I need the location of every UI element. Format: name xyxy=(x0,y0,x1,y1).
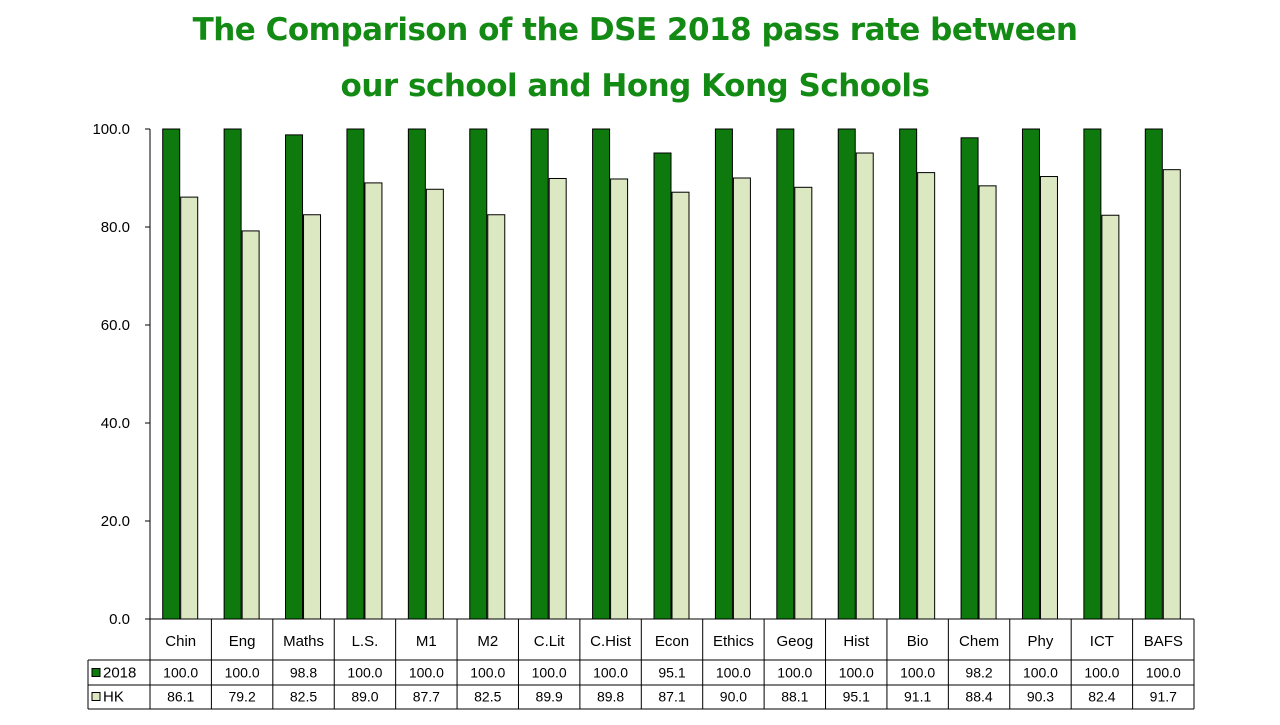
legend-label-hk: HK xyxy=(103,689,124,706)
bar-school xyxy=(837,128,856,620)
x-category-label: Chin xyxy=(165,633,196,650)
bar-school xyxy=(714,128,733,620)
data-table-value: 90.3 xyxy=(1027,689,1054,705)
data-table-value: 100.0 xyxy=(409,665,444,681)
bar-school xyxy=(285,134,304,620)
data-table-value: 89.8 xyxy=(597,689,624,705)
chart-title-line1: The Comparison of the DSE 2018 pass rate… xyxy=(192,12,1078,48)
bar-school xyxy=(592,128,611,620)
bar-school xyxy=(469,128,488,620)
x-category-label: M1 xyxy=(416,633,437,650)
bar-hk xyxy=(610,178,629,620)
bar-hk xyxy=(487,214,506,620)
bar-hk xyxy=(855,152,874,620)
data-table-value: 90.0 xyxy=(720,689,747,705)
bar-hk xyxy=(1162,169,1181,620)
y-tick-label: 100.0 xyxy=(92,121,130,138)
x-category-label: M2 xyxy=(477,633,498,650)
data-table-value: 100.0 xyxy=(347,665,382,681)
bar-school xyxy=(223,128,242,620)
bar-school xyxy=(960,137,979,620)
bar-hk xyxy=(303,214,322,620)
data-table-value: 100.0 xyxy=(839,665,874,681)
y-tick-label: 40.0 xyxy=(101,415,130,432)
y-tick-label: 80.0 xyxy=(101,219,130,236)
data-table-value: 82.5 xyxy=(290,689,317,705)
data-table-value: 86.1 xyxy=(167,689,194,705)
data-table-value: 100.0 xyxy=(163,665,198,681)
data-table-value: 87.1 xyxy=(658,689,685,705)
data-table-value: 100.0 xyxy=(225,665,260,681)
data-table-value: 100.0 xyxy=(1146,665,1181,681)
data-table-value: 82.5 xyxy=(474,689,501,705)
data-table-value: 89.9 xyxy=(536,689,563,705)
bar-hk xyxy=(671,191,690,620)
bar-school xyxy=(1021,128,1040,620)
y-tick-label: 0.0 xyxy=(109,611,130,628)
y-tick-label: 60.0 xyxy=(101,317,130,334)
data-table-value: 98.2 xyxy=(965,665,992,681)
bar-hk xyxy=(364,182,383,620)
x-category-label: Maths xyxy=(283,633,324,650)
x-category-label: Bio xyxy=(907,633,929,650)
x-category-label: ICT xyxy=(1090,633,1114,650)
data-table-value: 100.0 xyxy=(470,665,505,681)
data-table-value: 91.1 xyxy=(904,689,931,705)
data-table-value: 98.8 xyxy=(290,665,317,681)
data-table-value: 88.4 xyxy=(965,689,992,705)
bar-school xyxy=(776,128,795,620)
data-table-value: 95.1 xyxy=(658,665,685,681)
bar-school xyxy=(1144,128,1163,620)
data-table-value: 87.7 xyxy=(413,689,440,705)
legend-key-school xyxy=(91,668,101,677)
bar-hk xyxy=(794,186,813,620)
x-category-label: Phy xyxy=(1028,633,1054,650)
x-category-label: Econ xyxy=(655,633,689,650)
bar-school xyxy=(899,128,918,620)
data-table-value: 82.4 xyxy=(1088,689,1115,705)
data-table-value: 100.0 xyxy=(532,665,567,681)
x-category-label: BAFS xyxy=(1144,633,1183,650)
bar-school xyxy=(346,128,365,620)
x-category-label: C.Lit xyxy=(534,633,566,650)
x-category-label: Geog xyxy=(776,633,813,650)
data-table-value: 100.0 xyxy=(1023,665,1058,681)
bar-school xyxy=(653,152,672,620)
bar-hk xyxy=(978,185,997,620)
bar-hk xyxy=(1039,176,1058,620)
data-table-value: 100.0 xyxy=(1084,665,1119,681)
data-table-value: 88.1 xyxy=(781,689,808,705)
data-table-value: 91.7 xyxy=(1150,689,1177,705)
bar-hk xyxy=(1101,214,1120,620)
data-table-value: 100.0 xyxy=(716,665,751,681)
x-category-label: Chem xyxy=(959,633,999,650)
x-category-label: Eng xyxy=(229,633,256,650)
x-category-label: Hist xyxy=(843,633,870,650)
data-table-value: 95.1 xyxy=(843,689,870,705)
bar-hk xyxy=(917,172,936,620)
bar-school xyxy=(530,128,549,620)
x-category-label: L.S. xyxy=(352,633,379,650)
bar-hk xyxy=(548,177,567,620)
x-category-label: Ethics xyxy=(713,633,754,650)
bar-hk xyxy=(732,177,751,620)
x-category-label: C.Hist xyxy=(590,633,632,650)
bar-school xyxy=(1083,128,1102,620)
legend-label-school: 2018 xyxy=(103,665,136,682)
bar-school xyxy=(162,128,181,620)
data-table-value: 100.0 xyxy=(900,665,935,681)
data-table-value: 100.0 xyxy=(777,665,812,681)
legend-key-hk xyxy=(91,692,101,701)
bar-hk xyxy=(180,196,199,620)
chart-title-line2: our school and Hong Kong Schools xyxy=(340,68,930,104)
bar-school xyxy=(407,128,426,620)
y-tick-label: 20.0 xyxy=(101,513,130,530)
bar-hk xyxy=(425,188,444,620)
bar-hk xyxy=(241,230,260,620)
data-table-value: 79.2 xyxy=(228,689,255,705)
data-table-value: 89.0 xyxy=(351,689,378,705)
data-table-value: 100.0 xyxy=(593,665,628,681)
